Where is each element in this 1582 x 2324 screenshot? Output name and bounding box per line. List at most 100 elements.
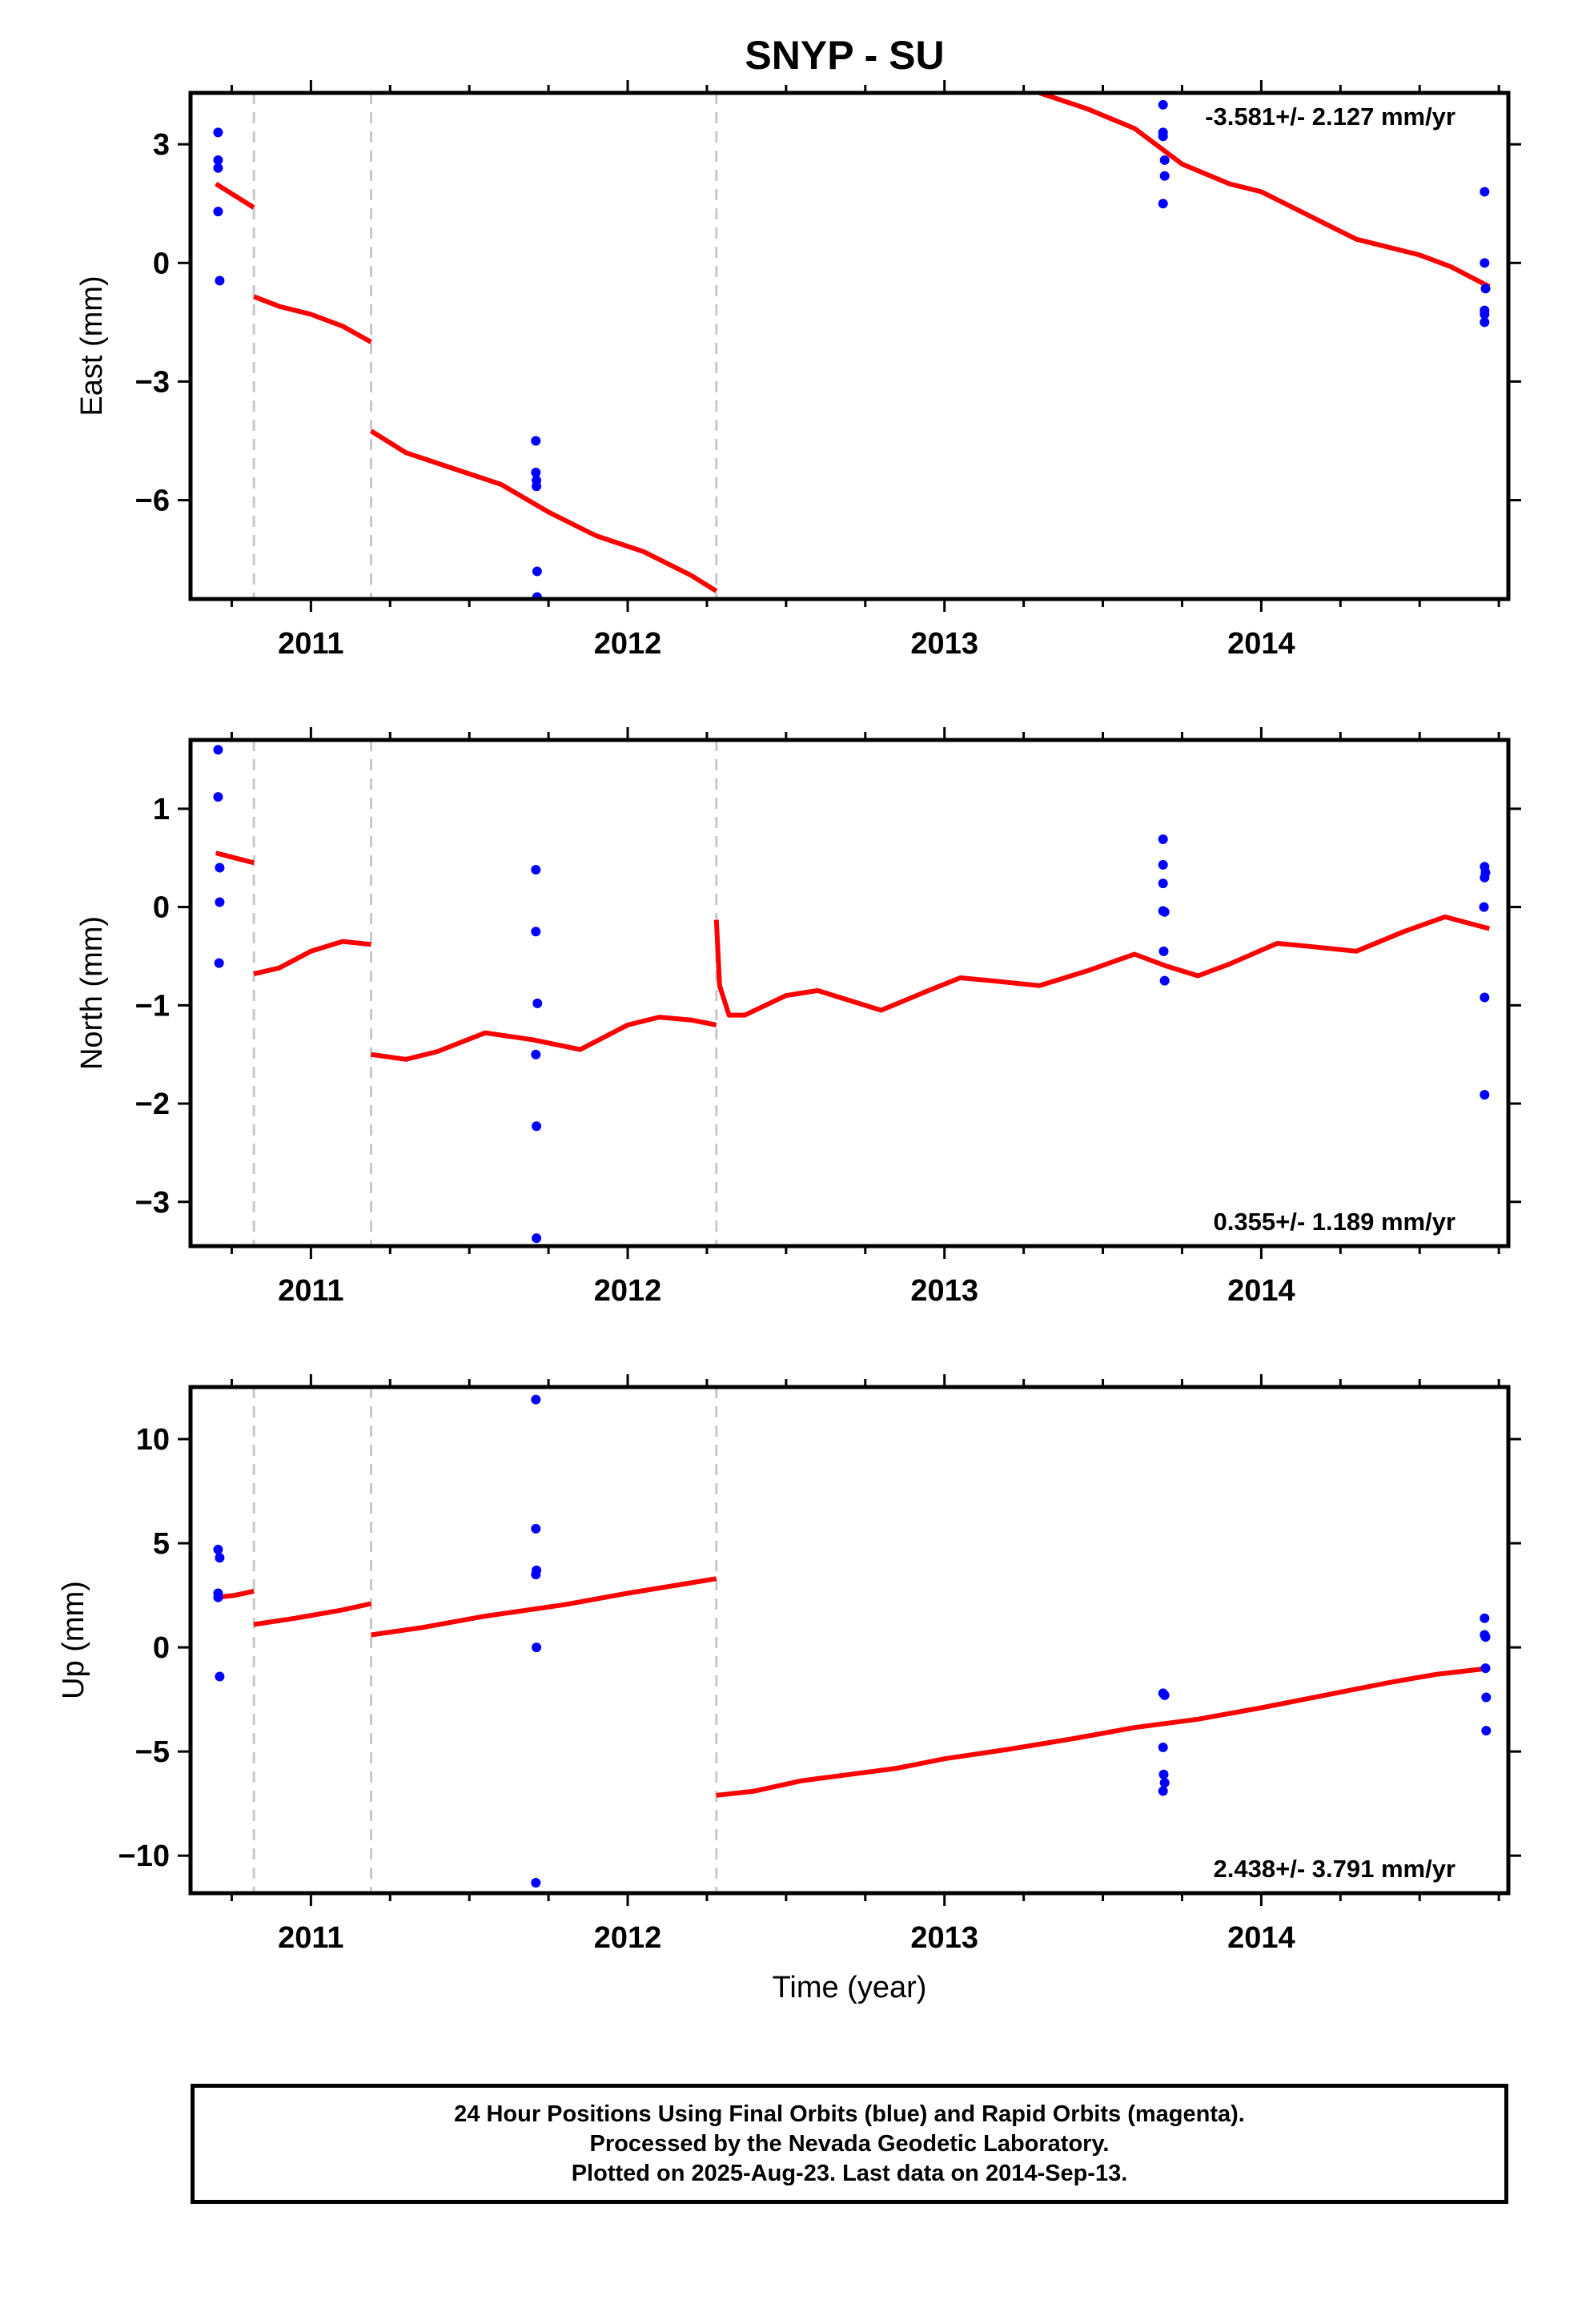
up-data-point	[531, 1394, 541, 1405]
up-y-tick-label: −10	[118, 1839, 170, 1873]
east-data-point	[1480, 283, 1491, 294]
east-data-point	[213, 155, 223, 165]
north-y-tick-label: −2	[135, 1088, 170, 1121]
east-data-point	[1480, 317, 1490, 328]
east-rate-label: -3.581+/- 2.127 mm/yr	[1205, 103, 1456, 131]
north-y-tick-label: −3	[135, 1186, 170, 1220]
north-data-point	[215, 897, 225, 907]
east-data-point	[213, 127, 223, 138]
east-y-tick-label: 3	[153, 128, 170, 162]
figure-title: SNYP - SU	[745, 33, 945, 78]
up-x-tick-label: 2013	[910, 1921, 978, 1955]
up-y-tick-label: 10	[136, 1423, 170, 1457]
east-plot-frame	[188, 90, 1511, 601]
up-data-point	[215, 1553, 225, 1563]
north-data-point	[1158, 859, 1168, 870]
up-data-point	[1158, 1786, 1168, 1796]
up-y-tick-label: 0	[153, 1631, 170, 1665]
north-data-point	[532, 1121, 542, 1132]
east-x-tick-label: 2013	[910, 627, 978, 661]
up-data-point	[213, 1544, 223, 1554]
north-data-point	[1480, 872, 1490, 883]
up-x-tick-label: 2014	[1227, 1921, 1295, 1955]
up-data-point	[1159, 1778, 1170, 1788]
north-x-tick-label: 2013	[910, 1274, 978, 1308]
east-data-point	[1158, 199, 1168, 209]
up-y-tick-label: −5	[135, 1735, 170, 1769]
up-data-point	[215, 1671, 225, 1682]
north-x-tick-label: 2011	[278, 1274, 343, 1308]
east-data-point	[1480, 187, 1490, 197]
north-data-point	[213, 745, 223, 755]
up-data-point	[1158, 1742, 1168, 1752]
east-data-point	[213, 163, 223, 173]
east-data-point	[532, 566, 542, 577]
east-data-point	[213, 207, 223, 217]
up-x-tick-label: 2011	[278, 1921, 343, 1955]
east-model-segment-2	[253, 294, 372, 344]
east-data-point	[1158, 131, 1168, 142]
north-y-axis-label: North (mm)	[75, 916, 109, 1070]
up-y-tick-label: 5	[153, 1527, 170, 1561]
east-model-segment-5	[1038, 93, 1491, 289]
east-x-tick-label: 2014	[1227, 627, 1295, 661]
north-data-point	[1158, 946, 1169, 956]
north-plot-frame	[188, 738, 1511, 1248]
north-data-point	[1159, 907, 1170, 917]
north-data-point	[532, 1233, 542, 1244]
north-data-point	[1158, 879, 1168, 889]
north-model-segment-3	[371, 1015, 717, 1062]
up-plot-frame	[188, 1385, 1511, 1896]
up-data-point	[1481, 1726, 1492, 1736]
north-data-point	[531, 927, 541, 937]
east-x-tick-label: 2011	[278, 627, 343, 661]
north-data-point	[532, 998, 543, 1008]
up-data-point	[1480, 1663, 1491, 1674]
east-model-segment-3	[369, 428, 718, 593]
up-data-point	[1480, 1613, 1490, 1623]
footer-caption-box: 24 Hour Positions Using Final Orbits (bl…	[191, 2084, 1508, 2204]
north-y-tick-label: 0	[153, 891, 170, 925]
east-model-segment-1	[215, 182, 255, 210]
plots-svg: 2011 2012 2013 2014 3 0 −3 −6 East (mm) -3.581+/-…	[57, 80, 1521, 2004]
north-data-point	[531, 1049, 541, 1059]
north-data-point	[213, 792, 223, 802]
north-data-point	[1479, 902, 1489, 912]
up-model-segment-3	[371, 1576, 717, 1638]
north-data-point	[531, 864, 541, 875]
up-model-segment-4	[716, 1666, 1490, 1798]
north-data-point	[1159, 975, 1170, 986]
footer-line-3: Plotted on 2025-Aug-23. Last data on 201…	[571, 2160, 1128, 2186]
up-x-tick-label: 2012	[594, 1921, 662, 1955]
east-data-point	[531, 436, 541, 446]
east-data-point	[532, 481, 542, 492]
up-data-point	[1480, 1632, 1491, 1642]
east-data-point	[1159, 155, 1170, 165]
east-y-tick-label: 0	[153, 247, 170, 280]
north-rate-label: 0.355+/- 1.189 mm/yr	[1214, 1208, 1456, 1236]
up-data-point	[532, 1642, 542, 1653]
north-y-tick-label: 1	[153, 793, 170, 826]
up-data-point	[1158, 1769, 1169, 1779]
north-x-tick-label: 2014	[1227, 1274, 1295, 1308]
up-model-segment-2	[253, 1601, 372, 1627]
north-model-segment-1	[215, 850, 255, 866]
x-axis-label: Time (year)	[773, 1971, 927, 2004]
north-data-point	[215, 862, 225, 873]
east-y-axis-label: East (mm)	[75, 275, 109, 416]
up-rate-label: 2.438+/- 3.791 mm/yr	[1214, 1855, 1456, 1883]
up-data-point	[531, 1570, 541, 1580]
east-data-point	[1159, 171, 1170, 181]
east-y-tick-label: −6	[135, 485, 170, 518]
east-data-point	[1480, 309, 1490, 320]
north-data-point	[214, 958, 224, 968]
east-data-point	[1158, 99, 1168, 110]
up-data-point	[213, 1592, 223, 1602]
east-x-tick-label: 2012	[594, 627, 662, 661]
north-model-segment-4	[713, 914, 1491, 1018]
east-data-point	[215, 275, 225, 286]
footer-line-2: Processed by the Nevada Geodetic Laborat…	[589, 2130, 1110, 2157]
footer-line-1: 24 Hour Positions Using Final Orbits (bl…	[454, 2101, 1245, 2127]
north-y-tick-label: −1	[135, 989, 170, 1023]
